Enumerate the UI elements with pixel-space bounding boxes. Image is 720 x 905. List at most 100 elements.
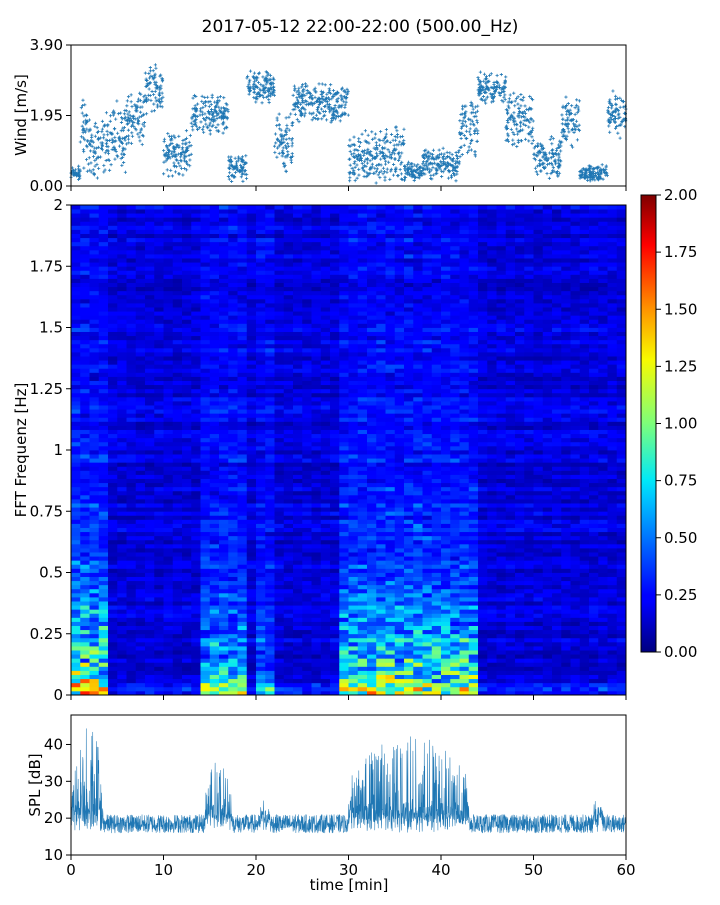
spectrogram-cell: [330, 519, 340, 523]
spectrogram-cell: [552, 540, 562, 544]
spectrogram-cell: [293, 675, 303, 679]
spectrogram-cell: [108, 536, 118, 540]
wind-point: [576, 138, 579, 141]
spectrogram-cell: [478, 675, 488, 679]
spectrogram-cell: [80, 613, 90, 617]
spectrogram-cell: [238, 544, 248, 548]
spectrogram-cell: [145, 654, 155, 658]
spectrogram-cell: [506, 601, 516, 605]
spectrogram-cell: [228, 556, 238, 560]
spectrogram-cell: [108, 544, 118, 548]
spectrogram-cell: [349, 671, 359, 675]
spectrogram-cell: [404, 666, 414, 670]
spectrogram-cell: [80, 634, 90, 638]
spectrogram-cell: [154, 650, 164, 654]
spectrogram-cell: [284, 671, 294, 675]
wind-point: [348, 138, 351, 141]
spectrogram-cell: [154, 589, 164, 593]
spectrogram-cell: [321, 687, 331, 691]
spectrogram-cell: [339, 675, 349, 679]
wind-point: [354, 166, 357, 169]
spectrogram-cell: [423, 630, 433, 634]
wind-point: [93, 146, 96, 149]
spectrogram-cell: [164, 564, 174, 568]
wind-point: [446, 151, 449, 154]
wind-point: [527, 125, 530, 128]
spectrogram-cell: [238, 528, 248, 532]
spectrogram-cell: [441, 646, 451, 650]
spectrogram-cell: [201, 593, 211, 597]
wind-point: [111, 148, 114, 151]
spectrogram-cell: [367, 528, 377, 532]
spectrogram-cell: [617, 630, 627, 634]
spectrogram-cell: [108, 626, 118, 630]
spectrogram-cell: [71, 601, 81, 605]
spectrogram-cell: [164, 605, 174, 609]
spectrogram-cell: [432, 617, 442, 621]
spectrogram-cell: [367, 577, 377, 581]
wind-point: [432, 149, 435, 152]
spectrogram-cell: [164, 524, 174, 528]
spectrogram-cell: [302, 589, 312, 593]
wind-point: [607, 124, 610, 127]
spectrogram-cell: [506, 634, 516, 638]
spectrogram-cell: [552, 577, 562, 581]
spectrogram-cell: [367, 658, 377, 662]
spectrogram-cell: [238, 679, 248, 683]
spectrogram-cell: [515, 605, 525, 609]
spectrogram-cell: [339, 519, 349, 523]
spectrogram-cell: [90, 613, 100, 617]
wind-point: [317, 82, 320, 85]
spectrogram-cell: [358, 613, 368, 617]
spectrogram-cell: [413, 568, 423, 572]
spectrogram-cell: [191, 679, 201, 683]
wind-point: [608, 131, 611, 134]
wind-point: [470, 139, 473, 142]
spectrogram-cell: [219, 666, 229, 670]
wind-point: [352, 152, 355, 155]
spectrogram-cell: [182, 646, 192, 650]
spectrogram-cell: [182, 662, 192, 666]
spectrogram-cell: [99, 638, 109, 642]
wind-point: [190, 122, 193, 125]
spectrogram-cell: [80, 577, 90, 581]
spectrogram-cell: [256, 581, 266, 585]
spectrogram-cell: [432, 532, 442, 536]
spectrogram-cell: [478, 617, 488, 621]
spectrogram-cell: [99, 687, 109, 691]
spectrogram-cell: [90, 552, 100, 556]
spectrogram-cell: [127, 568, 137, 572]
spectrogram-cell: [450, 622, 460, 626]
spectrogram-cell: [117, 540, 127, 544]
spectrogram-cell: [589, 630, 599, 634]
spectrogram-cell: [256, 564, 266, 568]
spectrogram-cell: [312, 601, 322, 605]
spectrogram-cell: [395, 622, 405, 626]
spectrogram-cell: [145, 622, 155, 626]
spectrogram-cell: [441, 609, 451, 613]
spectrogram-cell: [395, 528, 405, 532]
spectrogram-cell: [210, 634, 220, 638]
wind-point: [211, 94, 214, 97]
spectrogram-cell: [293, 540, 303, 544]
spectrogram-cell: [90, 556, 100, 560]
wind-point: [383, 141, 386, 144]
spectrogram-cell: [173, 626, 183, 630]
spectrogram-cell: [275, 609, 285, 613]
spectrogram-cell: [117, 687, 127, 691]
wind-point: [166, 168, 169, 171]
spectrogram-cell: [543, 519, 553, 523]
spectrogram-cell: [182, 638, 192, 642]
spectrogram-cell: [524, 683, 534, 687]
spectrogram-cell: [515, 646, 525, 650]
spectrogram-cell: [376, 675, 386, 679]
spectrogram-cell: [543, 613, 553, 617]
wind-point: [272, 85, 275, 88]
wind-point: [448, 151, 451, 154]
spectrogram-cell: [534, 581, 544, 585]
spectrogram-cell: [571, 577, 581, 581]
spectrogram-cell: [469, 609, 479, 613]
spectrogram-cell: [580, 609, 590, 613]
spectrogram-cell: [265, 630, 275, 634]
spectrogram-cell: [487, 552, 497, 556]
